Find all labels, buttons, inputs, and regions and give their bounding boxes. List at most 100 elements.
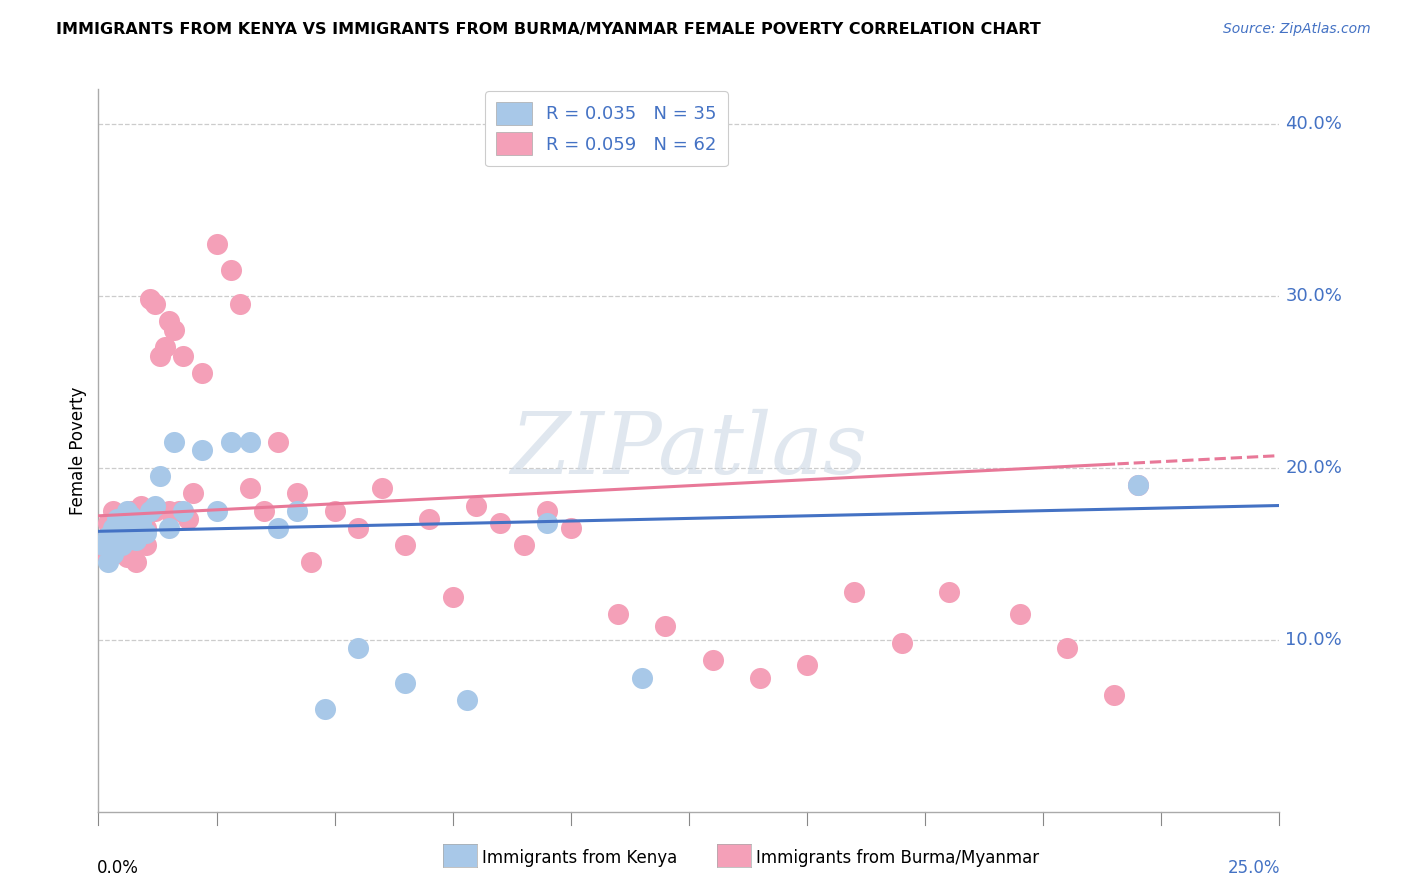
Point xyxy=(371,481,394,495)
Point xyxy=(285,503,308,517)
Point xyxy=(153,340,176,354)
Text: Immigrants from Burma/Myanmar: Immigrants from Burma/Myanmar xyxy=(756,849,1039,867)
Point xyxy=(844,584,866,599)
Point xyxy=(115,503,138,517)
Point xyxy=(149,469,172,483)
Point xyxy=(702,653,724,667)
Point xyxy=(163,434,186,449)
Point xyxy=(536,516,558,530)
Point xyxy=(97,529,120,543)
Point xyxy=(172,349,194,363)
Point xyxy=(299,555,322,569)
Point xyxy=(115,526,138,541)
Point xyxy=(135,538,157,552)
Point xyxy=(105,521,128,535)
Point xyxy=(157,521,180,535)
Point xyxy=(157,503,180,517)
Point xyxy=(219,434,242,449)
Point xyxy=(91,538,114,552)
Point xyxy=(229,297,252,311)
Point xyxy=(512,538,534,552)
Point xyxy=(105,512,128,526)
Point xyxy=(347,641,370,656)
Point xyxy=(394,675,416,690)
Point xyxy=(560,521,582,535)
Text: 40.0%: 40.0% xyxy=(1285,114,1343,133)
Point xyxy=(121,508,143,523)
Point xyxy=(938,584,960,599)
Point xyxy=(157,314,180,328)
Point xyxy=(101,521,124,535)
Point xyxy=(177,512,200,526)
Point xyxy=(1126,478,1149,492)
Point xyxy=(111,516,134,530)
Point xyxy=(129,516,152,530)
Point xyxy=(191,443,214,458)
Point xyxy=(205,503,228,517)
Point xyxy=(125,516,148,530)
Point xyxy=(253,503,276,517)
Point xyxy=(607,607,630,621)
Point xyxy=(111,533,134,547)
Point xyxy=(796,658,818,673)
Point xyxy=(630,671,652,685)
Point xyxy=(143,297,166,311)
Point xyxy=(239,434,262,449)
Point xyxy=(191,366,214,380)
Point xyxy=(167,503,190,517)
Point xyxy=(121,538,143,552)
Point xyxy=(536,503,558,517)
Point xyxy=(654,619,676,633)
Point xyxy=(121,521,143,535)
Point xyxy=(97,555,120,569)
Point xyxy=(101,547,124,561)
Text: IMMIGRANTS FROM KENYA VS IMMIGRANTS FROM BURMA/MYANMAR FEMALE POVERTY CORRELATIO: IMMIGRANTS FROM KENYA VS IMMIGRANTS FROM… xyxy=(56,22,1040,37)
Point xyxy=(890,636,912,650)
Text: 20.0%: 20.0% xyxy=(1285,458,1343,476)
Legend: R = 0.035   N = 35, R = 0.059   N = 62: R = 0.035 N = 35, R = 0.059 N = 62 xyxy=(485,91,728,166)
Text: 30.0%: 30.0% xyxy=(1285,286,1343,305)
Point xyxy=(465,499,488,513)
Point xyxy=(172,503,194,517)
Point xyxy=(143,499,166,513)
Y-axis label: Female Poverty: Female Poverty xyxy=(69,386,87,515)
Point xyxy=(314,701,336,715)
Point xyxy=(1008,607,1031,621)
Point xyxy=(101,503,124,517)
Point xyxy=(91,538,114,552)
Point xyxy=(149,349,172,363)
Point xyxy=(267,434,290,449)
Point xyxy=(1056,641,1078,656)
Point xyxy=(101,526,124,541)
Text: ZIPatlas: ZIPatlas xyxy=(510,409,868,491)
Point xyxy=(205,237,228,252)
Point xyxy=(347,521,370,535)
Point xyxy=(323,503,346,517)
Text: Immigrants from Kenya: Immigrants from Kenya xyxy=(482,849,678,867)
Point xyxy=(105,533,128,547)
Text: 10.0%: 10.0% xyxy=(1285,631,1343,648)
Point xyxy=(125,555,148,569)
Point xyxy=(489,516,512,530)
Point xyxy=(1126,478,1149,492)
Point xyxy=(97,550,120,565)
Point xyxy=(129,499,152,513)
Point xyxy=(441,590,464,604)
Point xyxy=(394,538,416,552)
Point xyxy=(125,533,148,547)
Point xyxy=(105,538,128,552)
Point xyxy=(418,512,440,526)
Point xyxy=(267,521,290,535)
Point xyxy=(163,323,186,337)
Point xyxy=(115,550,138,565)
Point xyxy=(239,481,262,495)
Point xyxy=(143,503,166,517)
Point xyxy=(1102,688,1125,702)
Point xyxy=(139,503,162,517)
Point xyxy=(219,262,242,277)
Point xyxy=(111,538,134,552)
Text: 0.0%: 0.0% xyxy=(97,859,139,877)
Point xyxy=(97,516,120,530)
Point xyxy=(139,292,162,306)
Point xyxy=(135,521,157,535)
